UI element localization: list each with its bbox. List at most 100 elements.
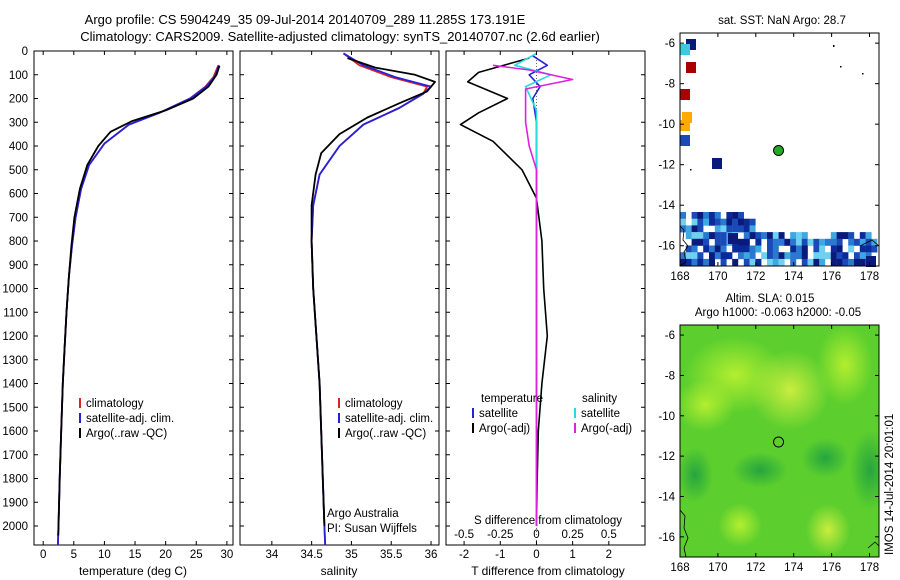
sst-cell [848,232,855,240]
sla-map-axes: 168 170 172 174 176 178 -6 -8 -10 -12 -14 -16 [658,325,879,574]
sst-cell [738,212,744,219]
sst-cell [685,225,692,233]
sst-cell [796,245,802,253]
y-tick-label: 100 [9,70,28,82]
y-tick-label: 400 [9,141,28,153]
x-tick-label: 34 [265,549,278,561]
s-tick-label: 0 [533,529,539,541]
sst-cell [720,225,727,233]
map-x-tick-label: 170 [708,562,727,574]
sst-cell [738,252,744,260]
x-tick-label: 15 [129,549,142,561]
y-tick-label: 1500 [2,402,28,414]
sst-cell [703,258,710,266]
sst-cell [790,258,797,266]
sst-cell [842,252,849,260]
x-tick-label: 10 [98,549,111,561]
sst-cell [749,232,756,240]
sst-cell [796,232,802,240]
sst-cell [709,245,715,253]
map-x-tick-label: 170 [708,271,727,283]
sst-cell [848,258,855,266]
sst-cell [703,232,710,240]
map-y-tick-label: -12 [658,160,675,172]
legend-argo-label: Argo(..raw -QC) [86,428,167,440]
sst-cell [859,252,866,260]
sst-cell [738,225,744,233]
sst-cell [836,252,843,260]
sst-map-axes: 168 170 172 174 176 178 -6 -8 -10 -12 -14 -16 [658,33,879,283]
sst-cell [807,238,814,246]
sst-cell [761,252,768,260]
sst-cell [842,258,849,266]
x-tick-label: 35.5 [380,549,402,561]
map-y-tick-label: -16 [658,532,675,544]
sst-cell [830,258,837,266]
sst-cell [749,225,756,233]
sst-map-panel: sat. SST: NaN Argo: 28.7 168 170 172 174 176… [658,15,880,283]
temperature-axes-frame [33,50,234,546]
map-x-tick-label: 168 [670,562,689,574]
salinity-x-axis: 34 34.5 35 35.5 36 [265,51,437,561]
sst-cell [772,238,779,246]
sst-cell [703,212,710,219]
sst-cell [755,258,762,266]
sst-cell [854,238,860,246]
y-tick-label: 200 [9,94,28,106]
sst-cells [680,39,878,267]
sst-cell [720,258,727,266]
sst-cell [714,225,721,233]
sst-cell [709,258,715,266]
sst-cell [801,245,808,253]
sst-cell [686,39,696,50]
sst-cell [685,252,692,260]
sst-cell [743,258,750,266]
sst-cell [796,238,802,246]
salinity-series [310,52,436,546]
sst-map-frame [679,32,880,267]
sst-cell [691,258,698,266]
difference-x-axis: -2 -1 0 1 2 -0.5 -0.25 0 0.25 0.5 [454,51,617,561]
sst-cell [743,218,750,226]
sst-cell [720,232,727,240]
legend-argo-label: Argo(..raw -QC) [345,428,426,440]
sst-cell [801,238,808,246]
map-y-tick-label: -6 [665,38,675,50]
s-tick-label: -0.25 [487,529,513,541]
sst-cell [714,232,721,240]
map-x-tick-label: 174 [784,271,804,283]
series-line-3 [492,64,574,526]
sst-cell [830,232,837,240]
sst-cell [865,252,872,260]
sst-cell [749,245,756,253]
x-tick-label: 0 [40,549,46,561]
series-line-0 [57,64,220,546]
sst-cell [790,245,797,253]
sst-cell [697,232,704,240]
difference-panel: -2 -1 0 1 2 -0.5 -0.25 0 0.25 0.5 S difference fr… [445,50,646,578]
map-y-tick-label: -12 [658,451,675,463]
legend-climatology-label: climatology [345,398,403,410]
sst-cell [778,232,785,240]
sst-cell [871,245,878,253]
sst-cell [680,218,686,226]
sst-cell [680,258,686,266]
t-difference-xlabel: T difference from climatology [471,564,625,578]
sst-cell [691,238,698,246]
salinity-axes-frame [239,50,440,546]
temperature-xlabel: temperature (deg C) [79,564,187,578]
sst-cell [755,245,762,253]
sst-cell [865,232,872,240]
sst-cell [691,218,698,226]
sst-cell [778,238,785,246]
sst-cell [709,218,715,226]
x-tick-label: -2 [459,549,469,561]
sst-cell [790,238,797,246]
sst-cell [697,212,704,219]
sst-cell [697,252,704,260]
sst-cell [772,245,779,253]
sla-field [680,325,879,557]
sst-cell [743,238,750,246]
sst-cell [848,245,855,253]
sst-cell [709,252,715,260]
